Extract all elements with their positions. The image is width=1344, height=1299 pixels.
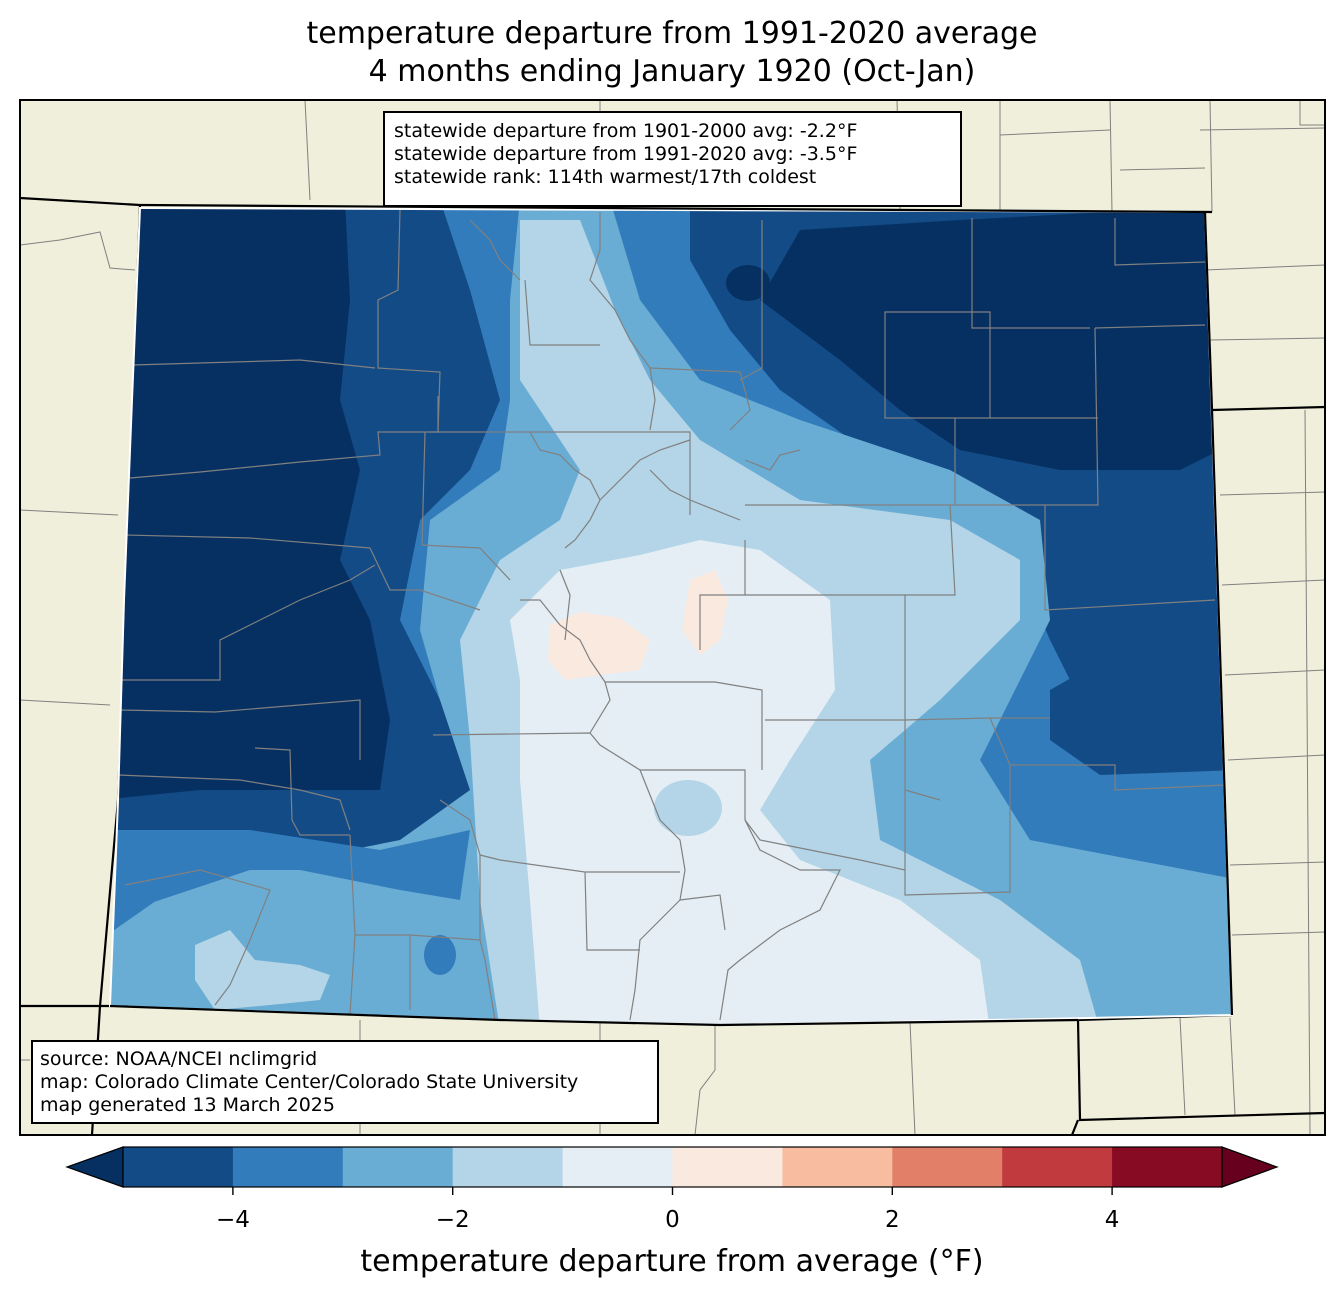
colorbar-bin-2: [342, 1147, 454, 1187]
colorbar-bin-0: [123, 1147, 234, 1187]
colorbar-tick-label: −4: [215, 1207, 250, 1233]
colorbar-bin-1: [232, 1147, 344, 1187]
field-se-cold: [1050, 640, 1232, 775]
county-lines: [117, 208, 1226, 1021]
colorbar-bin-3: [452, 1147, 564, 1187]
map-frame: [19, 99, 1326, 1136]
colorbar-bin-8: [1002, 1147, 1113, 1187]
colorbar-under-arrow: [65, 1146, 124, 1188]
field-light-pocket-north: [592, 397, 648, 453]
colorbar-over-arrow: [1221, 1146, 1279, 1188]
colorbar-bin-9: [1112, 1147, 1223, 1187]
field-west-coldest: [110, 208, 390, 800]
colorbar-tick-label: 0: [665, 1207, 680, 1233]
stats-rank: statewide rank: 114th warmest/17th colde…: [394, 166, 817, 188]
map-title-line1: temperature departure from 1991-2020 ave…: [306, 16, 1038, 51]
colorbar: [65, 1146, 1279, 1195]
source-map-credit: map: Colorado Climate Center/Colorado St…: [40, 1071, 579, 1093]
colorbar-bin-4: [562, 1147, 673, 1187]
field-ne-pocket: [726, 265, 770, 301]
colorbar-tick-label: 2: [884, 1207, 900, 1233]
source-data: source: NOAA/NCEI nclimgrid: [40, 1048, 318, 1070]
colorbar-bin-5: [672, 1147, 783, 1187]
source-generated-date: map generated 13 March 2025: [40, 1094, 335, 1116]
colorado-east-state-line: [1203, 211, 1234, 1016]
field-warm-spot-west: [548, 612, 650, 680]
field-warm-spot-east: [682, 570, 728, 655]
colorbar-tick-label: −2: [435, 1207, 470, 1233]
field-sw-light-pocket: [195, 930, 330, 1010]
colorbar-bin-7: [892, 1147, 1003, 1187]
stats-departure-1901-2000: statewide departure from 1901-2000 avg: …: [394, 120, 858, 142]
field-ne-coldest: [760, 208, 1232, 470]
source-box: source: NOAA/NCEI nclimgrid map: Colorad…: [31, 1040, 659, 1124]
colorado-south-state-line: [109, 1004, 1079, 1027]
colorado-north-state-line: [139, 203, 1213, 214]
colorbar-tick-label: 4: [1104, 1207, 1120, 1233]
colorbar-label: temperature departure from average (°F): [360, 1244, 984, 1279]
colorbar-bin-6: [782, 1147, 893, 1187]
stats-departure-1991-2020: statewide departure from 1991-2020 avg: …: [394, 143, 858, 165]
field-light-pocket-south: [654, 780, 722, 836]
map-title-line2: 4 months ending January 1920 (Oct-Jan): [368, 54, 976, 89]
field-sw-cold-band: [110, 830, 470, 940]
field-sw-cold-spot: [424, 935, 456, 975]
statewide-stats-box: statewide departure from 1901-2000 avg: …: [383, 111, 962, 207]
temperature-field: [110, 208, 1232, 1025]
